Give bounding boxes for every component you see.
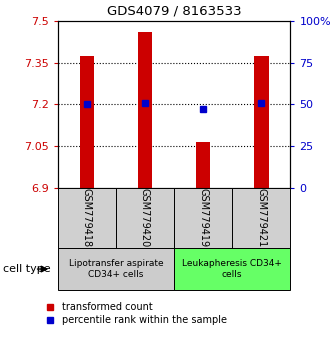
Text: GSM779419: GSM779419: [198, 188, 208, 247]
Text: Leukapheresis CD34+
cells: Leukapheresis CD34+ cells: [182, 259, 282, 279]
Bar: [232, 188, 290, 248]
Bar: [58, 248, 174, 290]
Bar: [174, 248, 290, 290]
Title: GDS4079 / 8163533: GDS4079 / 8163533: [107, 4, 241, 17]
Text: GSM779418: GSM779418: [82, 188, 92, 247]
Bar: [116, 188, 174, 248]
Text: Lipotransfer aspirate
CD34+ cells: Lipotransfer aspirate CD34+ cells: [69, 259, 163, 279]
Bar: [138, 32, 152, 188]
Bar: [174, 188, 232, 248]
Text: cell type: cell type: [3, 264, 51, 274]
Bar: [58, 188, 116, 248]
Bar: [196, 142, 211, 188]
Text: GSM779420: GSM779420: [140, 188, 150, 247]
Bar: [254, 56, 269, 188]
Bar: [80, 56, 94, 188]
Text: GSM779421: GSM779421: [256, 188, 266, 247]
Legend: transformed count, percentile rank within the sample: transformed count, percentile rank withi…: [46, 302, 227, 325]
